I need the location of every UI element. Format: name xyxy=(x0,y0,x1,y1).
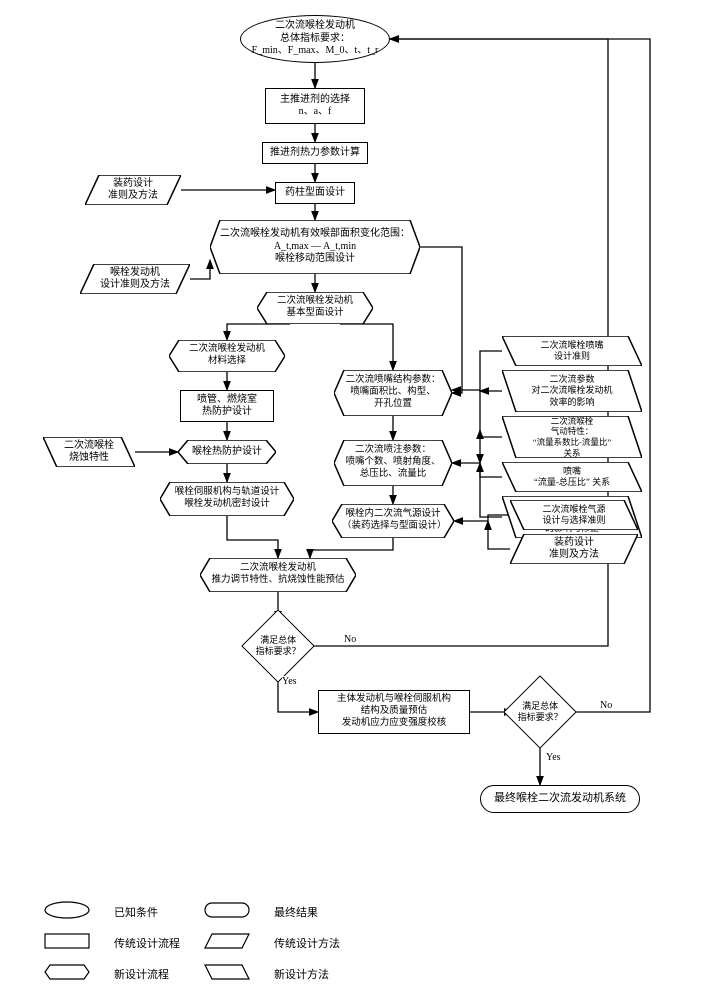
legend-label: 传统设计流程 xyxy=(104,928,190,957)
legend-label: 最终结果 xyxy=(264,897,350,926)
legend-shape-para xyxy=(202,931,252,954)
flow-node-r2: 装药设计准则及方法 xyxy=(510,534,638,564)
flow-node-n10: 喉栓伺服机构与轨道设计喉栓发动机密封设计 xyxy=(160,482,294,516)
flow-node-q2: 二次流参数对二次流喉栓发动机效率的影响 xyxy=(502,370,642,412)
flow-node-n12: 二次流喷注参数：喷嘴个数、喷射角度、总压比、流量比 xyxy=(334,440,452,486)
legend-shape-rect xyxy=(42,931,92,954)
flow-node-p1: 装药设计准则及方法 xyxy=(85,175,181,205)
edge-label: No xyxy=(600,700,612,711)
flow-node-n3: 推进剂热力参数计算 xyxy=(262,142,368,164)
flow-node-n14: 二次流喉栓发动机推力调节特性、抗烧蚀性能预估 xyxy=(200,558,356,592)
flow-node-n2: 主推进剂的选择n、a、f xyxy=(265,88,365,124)
flowchart-canvas: 二次流喉栓发动机总体指标要求：F_min、F_max、M_0、t、t_r 主推进剂… xyxy=(10,10,695,990)
flow-node-q1: 二次流喉栓喷嘴设计准则 xyxy=(502,336,642,366)
legend: 已知条件 最终结果 传统设计流程 传统设计方法 新设计流程 新设计方法 xyxy=(30,895,352,990)
edge-label: Yes xyxy=(282,676,297,687)
flow-node-n8: 喷管、燃烧室热防护设计 xyxy=(180,390,274,422)
legend-shape-hex xyxy=(42,962,92,985)
flow-node-n4: 药柱型面设计 xyxy=(275,182,355,204)
flow-node-n15: 满足总体指标要求？ xyxy=(241,609,315,683)
legend-label: 已知条件 xyxy=(104,897,190,926)
flow-node-n16: 主体发动机与喉栓伺服机构结构及质量预估发动机应力应变强度校核 xyxy=(318,690,470,734)
edge-label: Yes xyxy=(546,752,561,763)
flow-node-n17: 满足总体指标要求？ xyxy=(503,675,577,749)
edge-label: No xyxy=(344,634,356,645)
legend-shape-ellipse xyxy=(42,900,92,923)
flow-node-q4: 喷嘴“流量-总压比” 关系 xyxy=(502,462,642,492)
flow-node-r1: 二次流喉栓气源设计与选择准则 xyxy=(510,500,638,530)
flow-node-n18: 最终喉栓二次流发动机系统 xyxy=(480,785,640,813)
flow-node-n6: 二次流喉栓发动机基本型面设计 xyxy=(257,292,373,324)
legend-label: 传统设计方法 xyxy=(264,928,350,957)
legend-shape-rounded xyxy=(202,900,252,923)
flow-node-p3: 二次流喉栓烧蚀特性 xyxy=(43,437,135,467)
flow-node-n7: 二次流喉栓发动机材料选择 xyxy=(169,340,285,372)
flow-node-q3: 二次流喉栓气动特性：“流量系数比-流量比”关系 xyxy=(502,416,642,458)
flow-node-n9: 喉栓热防护设计 xyxy=(178,440,276,464)
flow-node-n11: 二次流喷嘴结构参数：喷嘴面积比、构型、开孔位置 xyxy=(334,370,452,416)
flow-node-p2: 喉栓发动机设计准则及方法 xyxy=(80,264,190,294)
flow-node-n1: 二次流喉栓发动机总体指标要求：F_min、F_max、M_0、t、t_r xyxy=(240,15,390,63)
flow-node-n5: 二次流喉栓发动机有效喉部面积变化范围：A_t,max — A_t,min喉栓移动… xyxy=(210,220,420,274)
legend-shape-para2 xyxy=(202,962,252,985)
legend-label: 新设计方法 xyxy=(264,959,350,988)
legend-label: 新设计流程 xyxy=(104,959,190,988)
flow-node-n13: 喉栓内二次流气源设计（装药选择与型面设计） xyxy=(332,504,454,538)
